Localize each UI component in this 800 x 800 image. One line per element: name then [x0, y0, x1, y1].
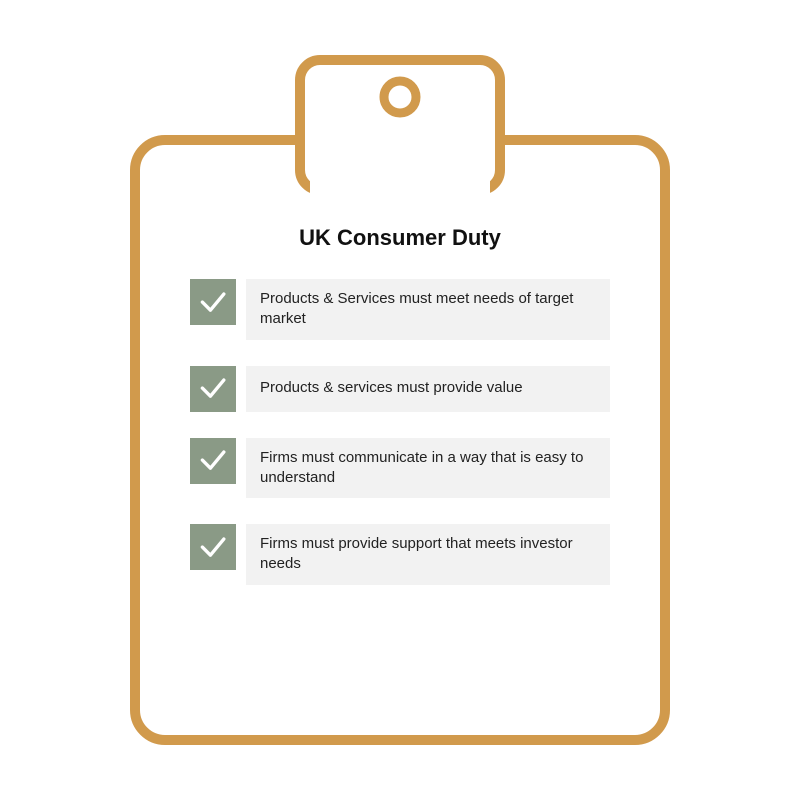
checklist-item: Firms must communicate in a way that is …: [190, 438, 610, 499]
checklist-item-label: Firms must provide support that meets in…: [246, 524, 610, 585]
checklist-item-label: Products & Services must meet needs of t…: [246, 279, 610, 340]
checklist-item: Products & services must provide value: [190, 366, 610, 412]
checkmark-icon: [190, 279, 236, 325]
checklist: Products & Services must meet needs of t…: [190, 279, 610, 585]
checklist-item: Firms must provide support that meets in…: [190, 524, 610, 585]
checkmark-icon: [190, 438, 236, 484]
checkmark-icon: [190, 366, 236, 412]
checklist-item: Products & Services must meet needs of t…: [190, 279, 610, 340]
clipboard-content: UK Consumer Duty Products & Services mus…: [190, 225, 610, 585]
checklist-item-label: Firms must communicate in a way that is …: [246, 438, 610, 499]
checkmark-icon: [190, 524, 236, 570]
clipboard: UK Consumer Duty Products & Services mus…: [130, 55, 670, 745]
page-title: UK Consumer Duty: [190, 225, 610, 251]
checklist-item-label: Products & services must provide value: [246, 366, 610, 412]
